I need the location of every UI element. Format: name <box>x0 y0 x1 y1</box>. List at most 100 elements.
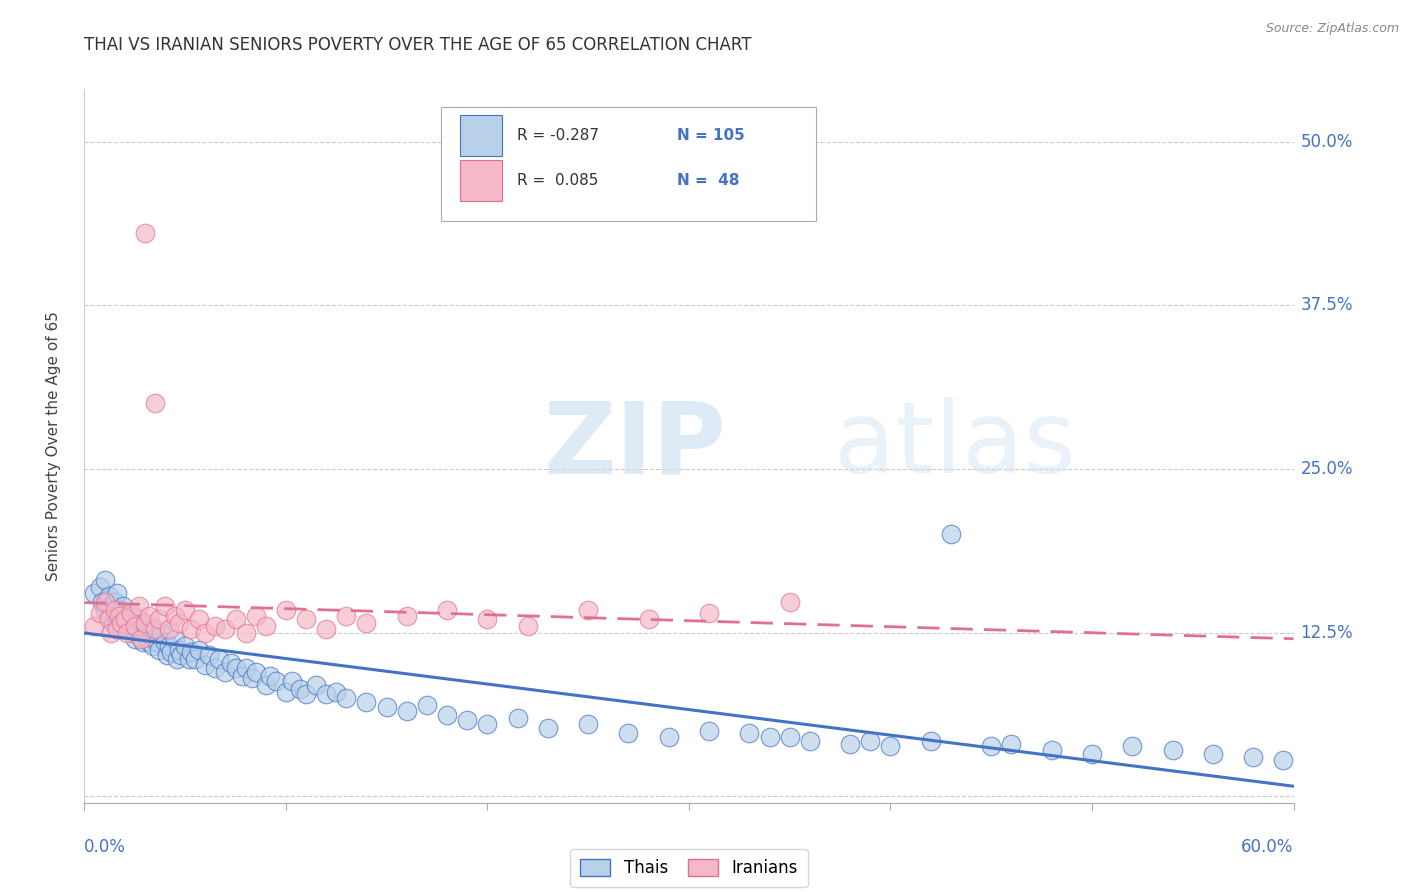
Point <box>83 619 105 633</box>
Point <box>225 661 247 675</box>
Point <box>779 595 801 609</box>
Point <box>254 619 277 633</box>
Text: 37.5%: 37.5% <box>1301 296 1353 314</box>
Point <box>104 606 127 620</box>
Point <box>697 606 720 620</box>
Point <box>225 612 247 626</box>
Point <box>125 622 148 636</box>
Point <box>537 721 560 735</box>
Point <box>120 606 142 620</box>
Point <box>879 739 901 754</box>
Point <box>920 734 942 748</box>
Point <box>315 622 337 636</box>
Point <box>142 639 165 653</box>
Point <box>134 616 156 631</box>
Point <box>97 608 120 623</box>
Point <box>174 639 197 653</box>
Point <box>134 619 156 633</box>
Point <box>516 619 538 633</box>
Point <box>138 634 160 648</box>
Point <box>416 698 439 712</box>
Text: THAI VS IRANIAN SENIORS POVERTY OVER THE AGE OF 65 CORRELATION CHART: THAI VS IRANIAN SENIORS POVERTY OVER THE… <box>84 36 752 54</box>
Point <box>114 606 136 620</box>
Point <box>148 612 170 626</box>
Point <box>148 642 170 657</box>
Point <box>157 639 180 653</box>
Point <box>135 625 157 640</box>
Text: N =  48: N = 48 <box>676 173 740 187</box>
Point <box>204 661 226 675</box>
Point <box>395 608 418 623</box>
Point <box>758 731 780 745</box>
Point <box>779 731 801 745</box>
Point <box>245 608 267 623</box>
Point <box>149 625 172 640</box>
Point <box>157 622 180 636</box>
Point <box>129 632 152 647</box>
Point <box>128 612 150 626</box>
Point <box>697 723 720 738</box>
Point <box>101 616 124 631</box>
Point <box>104 603 127 617</box>
Point <box>153 634 176 648</box>
Point <box>436 603 458 617</box>
Point <box>325 684 347 698</box>
Point <box>132 634 155 648</box>
Point <box>274 684 297 698</box>
Point <box>456 714 478 728</box>
Point <box>274 603 297 617</box>
Point <box>118 622 141 636</box>
Point <box>295 687 318 701</box>
Point <box>506 711 529 725</box>
Point <box>576 717 599 731</box>
Point <box>221 656 243 670</box>
Point <box>153 599 176 614</box>
Point <box>143 622 166 636</box>
Point <box>214 665 236 679</box>
Point <box>188 642 211 657</box>
Point <box>859 734 882 748</box>
Point <box>124 632 146 647</box>
Point <box>235 661 257 675</box>
Point <box>477 717 499 731</box>
Point <box>356 616 378 631</box>
Point <box>198 648 221 662</box>
Point <box>1161 743 1184 757</box>
FancyBboxPatch shape <box>441 107 815 221</box>
Point <box>335 608 357 623</box>
Point <box>235 625 257 640</box>
Point <box>105 622 128 636</box>
Point <box>637 612 659 626</box>
Point <box>184 652 207 666</box>
Point <box>105 612 128 626</box>
Text: R = -0.287: R = -0.287 <box>517 128 599 143</box>
Point <box>156 648 179 662</box>
Point <box>110 608 132 623</box>
Point <box>120 608 142 623</box>
Y-axis label: Seniors Poverty Over the Age of 65: Seniors Poverty Over the Age of 65 <box>46 311 62 581</box>
Point <box>143 396 166 410</box>
Point <box>335 691 357 706</box>
Point <box>115 625 138 640</box>
Point <box>100 599 122 614</box>
Point <box>658 731 681 745</box>
Point <box>138 608 160 623</box>
Point <box>1202 747 1225 762</box>
Point <box>208 652 231 666</box>
Point <box>110 616 132 631</box>
Point <box>1081 747 1104 762</box>
Point <box>111 599 134 614</box>
Point <box>180 645 202 659</box>
Point <box>315 687 337 701</box>
Point <box>738 726 761 740</box>
Point <box>91 595 114 609</box>
Point <box>121 625 143 640</box>
Point <box>96 592 118 607</box>
Point <box>375 700 398 714</box>
Point <box>214 622 236 636</box>
Point <box>477 612 499 626</box>
Point <box>356 695 378 709</box>
Point <box>167 616 190 631</box>
Point <box>305 678 328 692</box>
Point <box>1000 737 1022 751</box>
